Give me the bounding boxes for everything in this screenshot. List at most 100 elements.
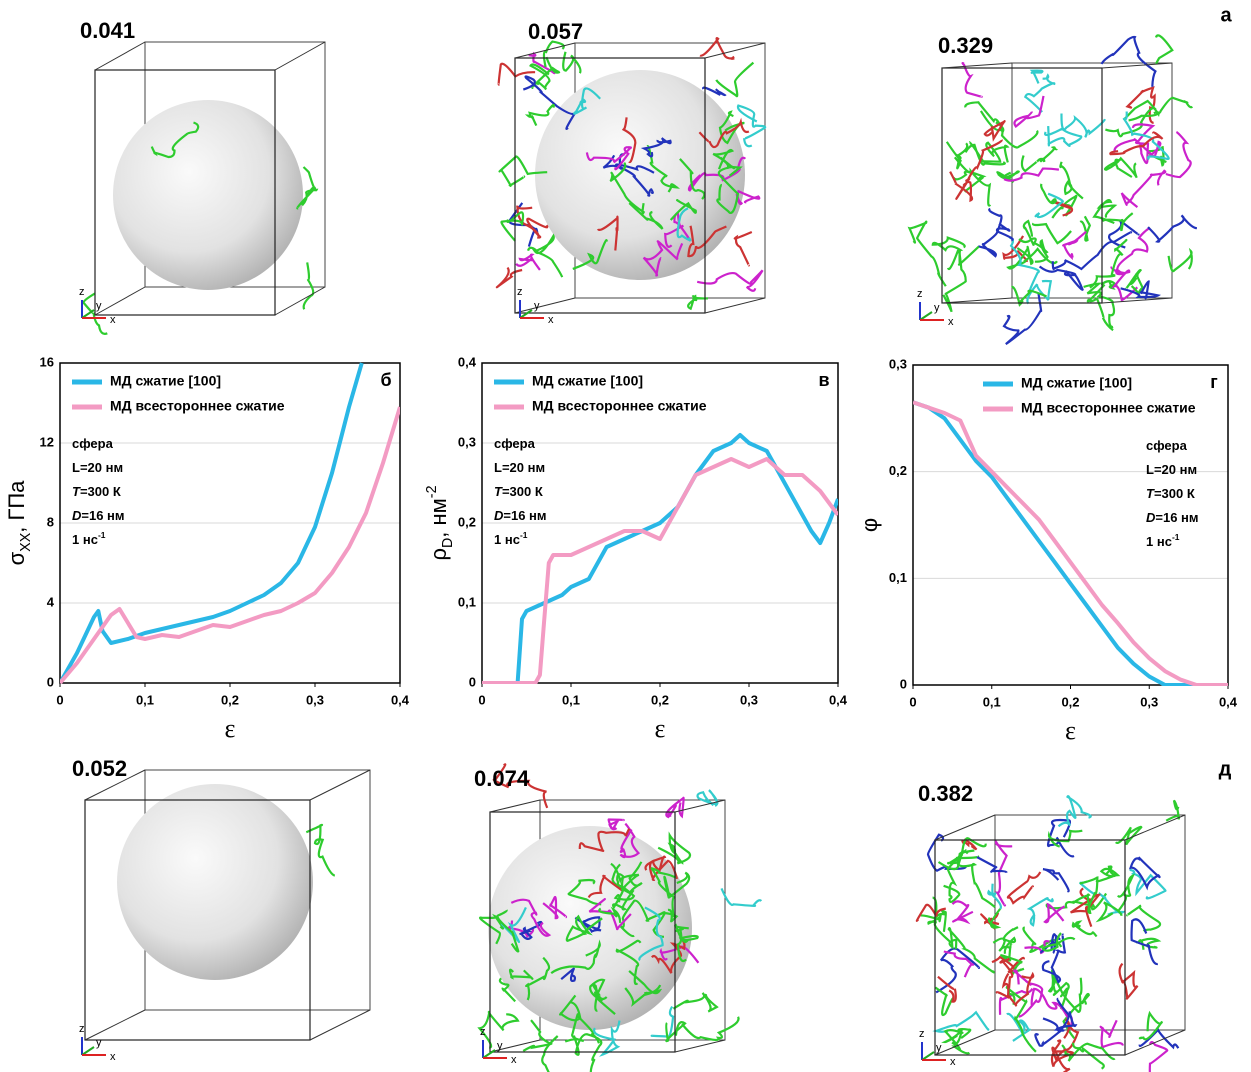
box-edge <box>674 1039 726 1053</box>
strain-label: 0.057 <box>528 19 583 44</box>
dislocation <box>1050 1048 1075 1072</box>
axis-y <box>519 309 533 319</box>
dislocation <box>646 145 681 193</box>
x-tick-label: 0,2 <box>651 692 669 707</box>
dislocation <box>1008 236 1040 293</box>
dislocation <box>1100 280 1118 290</box>
dislocation <box>1038 265 1084 291</box>
dislocation <box>669 199 697 221</box>
dislocation <box>1006 871 1042 905</box>
dislocation <box>1110 226 1151 276</box>
triad-label: y <box>96 1037 102 1049</box>
dislocation <box>918 914 951 943</box>
triad-label: x <box>110 314 116 326</box>
triad-label: x <box>511 1054 517 1066</box>
dislocation <box>1023 73 1056 113</box>
dislocation <box>964 101 1005 134</box>
x-tick-label: 0,2 <box>221 692 239 707</box>
dislocation <box>657 831 692 865</box>
dislocation <box>998 926 1019 952</box>
axis-y <box>81 309 95 319</box>
dislocation <box>1128 96 1194 122</box>
box-front <box>514 57 706 314</box>
dislocation <box>1040 183 1057 205</box>
dislocation <box>1101 212 1134 232</box>
dislocation <box>1006 245 1058 270</box>
dislocation <box>663 871 691 899</box>
box-edge <box>84 1009 146 1041</box>
dislocation <box>1154 34 1174 65</box>
triad-label: x <box>548 314 554 326</box>
box-edge <box>94 41 146 71</box>
y-tick-label: 4 <box>47 594 55 609</box>
dislocation <box>932 1010 990 1033</box>
dislocation <box>978 207 1003 258</box>
dislocation <box>945 141 969 170</box>
dislocation <box>515 253 541 271</box>
dislocation <box>585 146 632 171</box>
dislocation <box>720 887 763 907</box>
triad-label: z <box>480 1026 486 1038</box>
legend-label: МД всестороннее сжатие <box>110 398 285 414</box>
dislocation <box>1147 214 1198 243</box>
y-tick-label: 0,3 <box>889 356 907 371</box>
box-edge <box>941 297 1013 304</box>
dislocation <box>1062 992 1090 1039</box>
dislocation <box>550 939 601 975</box>
annotation-line: T=300 К <box>494 484 543 499</box>
data-line <box>482 457 838 684</box>
box-edge <box>941 62 1013 69</box>
dislocation <box>572 239 608 270</box>
annotation-line: сфера <box>494 436 536 451</box>
strain-label: 0.052 <box>72 756 127 781</box>
dislocation <box>1041 932 1076 952</box>
dislocation <box>498 977 517 1003</box>
dislocation <box>591 983 608 1003</box>
dislocation <box>498 155 548 187</box>
dislocation <box>1012 969 1044 1018</box>
dislocation <box>638 906 664 962</box>
dislocation <box>650 867 677 918</box>
dislocation <box>1071 920 1098 938</box>
triad-label: y <box>96 300 102 312</box>
x-tick-label: 0 <box>56 692 63 707</box>
dislocation <box>559 994 582 1022</box>
triad-label: y <box>534 300 540 312</box>
axis-y <box>921 1051 935 1061</box>
dislocation <box>979 110 1039 149</box>
triad-label: z <box>79 286 85 298</box>
triad-label: x <box>110 1051 116 1063</box>
y-tick-label: 0 <box>47 674 54 689</box>
panel-label: б <box>380 370 391 390</box>
text-part: =300 К <box>80 484 121 499</box>
dislocation <box>934 986 955 1017</box>
dislocation <box>642 240 684 277</box>
text-part: D <box>440 538 456 548</box>
particle <box>535 70 745 280</box>
dislocation <box>698 117 750 149</box>
triad-label: y <box>934 302 940 314</box>
dislocation <box>1116 873 1136 913</box>
triad-label: x <box>950 1056 956 1068</box>
y-axis-label: ρD, нм-2 <box>424 485 456 560</box>
dislocation <box>947 927 995 974</box>
dislocation <box>615 939 642 986</box>
dislocation <box>1095 901 1123 923</box>
dislocation <box>696 269 764 292</box>
dislocation <box>715 61 755 98</box>
x-tick-label: 0,2 <box>1061 694 1079 709</box>
box-edge <box>514 297 576 314</box>
dislocation <box>1060 113 1107 138</box>
box-edge <box>1101 297 1173 304</box>
text-part: L=20 нм <box>494 460 545 475</box>
box-edge <box>309 769 371 801</box>
dislocation <box>915 903 946 923</box>
box-edge <box>704 297 766 314</box>
dislocation <box>527 233 564 278</box>
y-tick-label: 0,3 <box>458 434 476 449</box>
text-part: φ <box>857 518 882 532</box>
dislocation <box>696 789 719 807</box>
dislocation <box>1138 1010 1164 1041</box>
dislocation <box>640 137 672 158</box>
panel-label: г <box>1210 372 1218 392</box>
